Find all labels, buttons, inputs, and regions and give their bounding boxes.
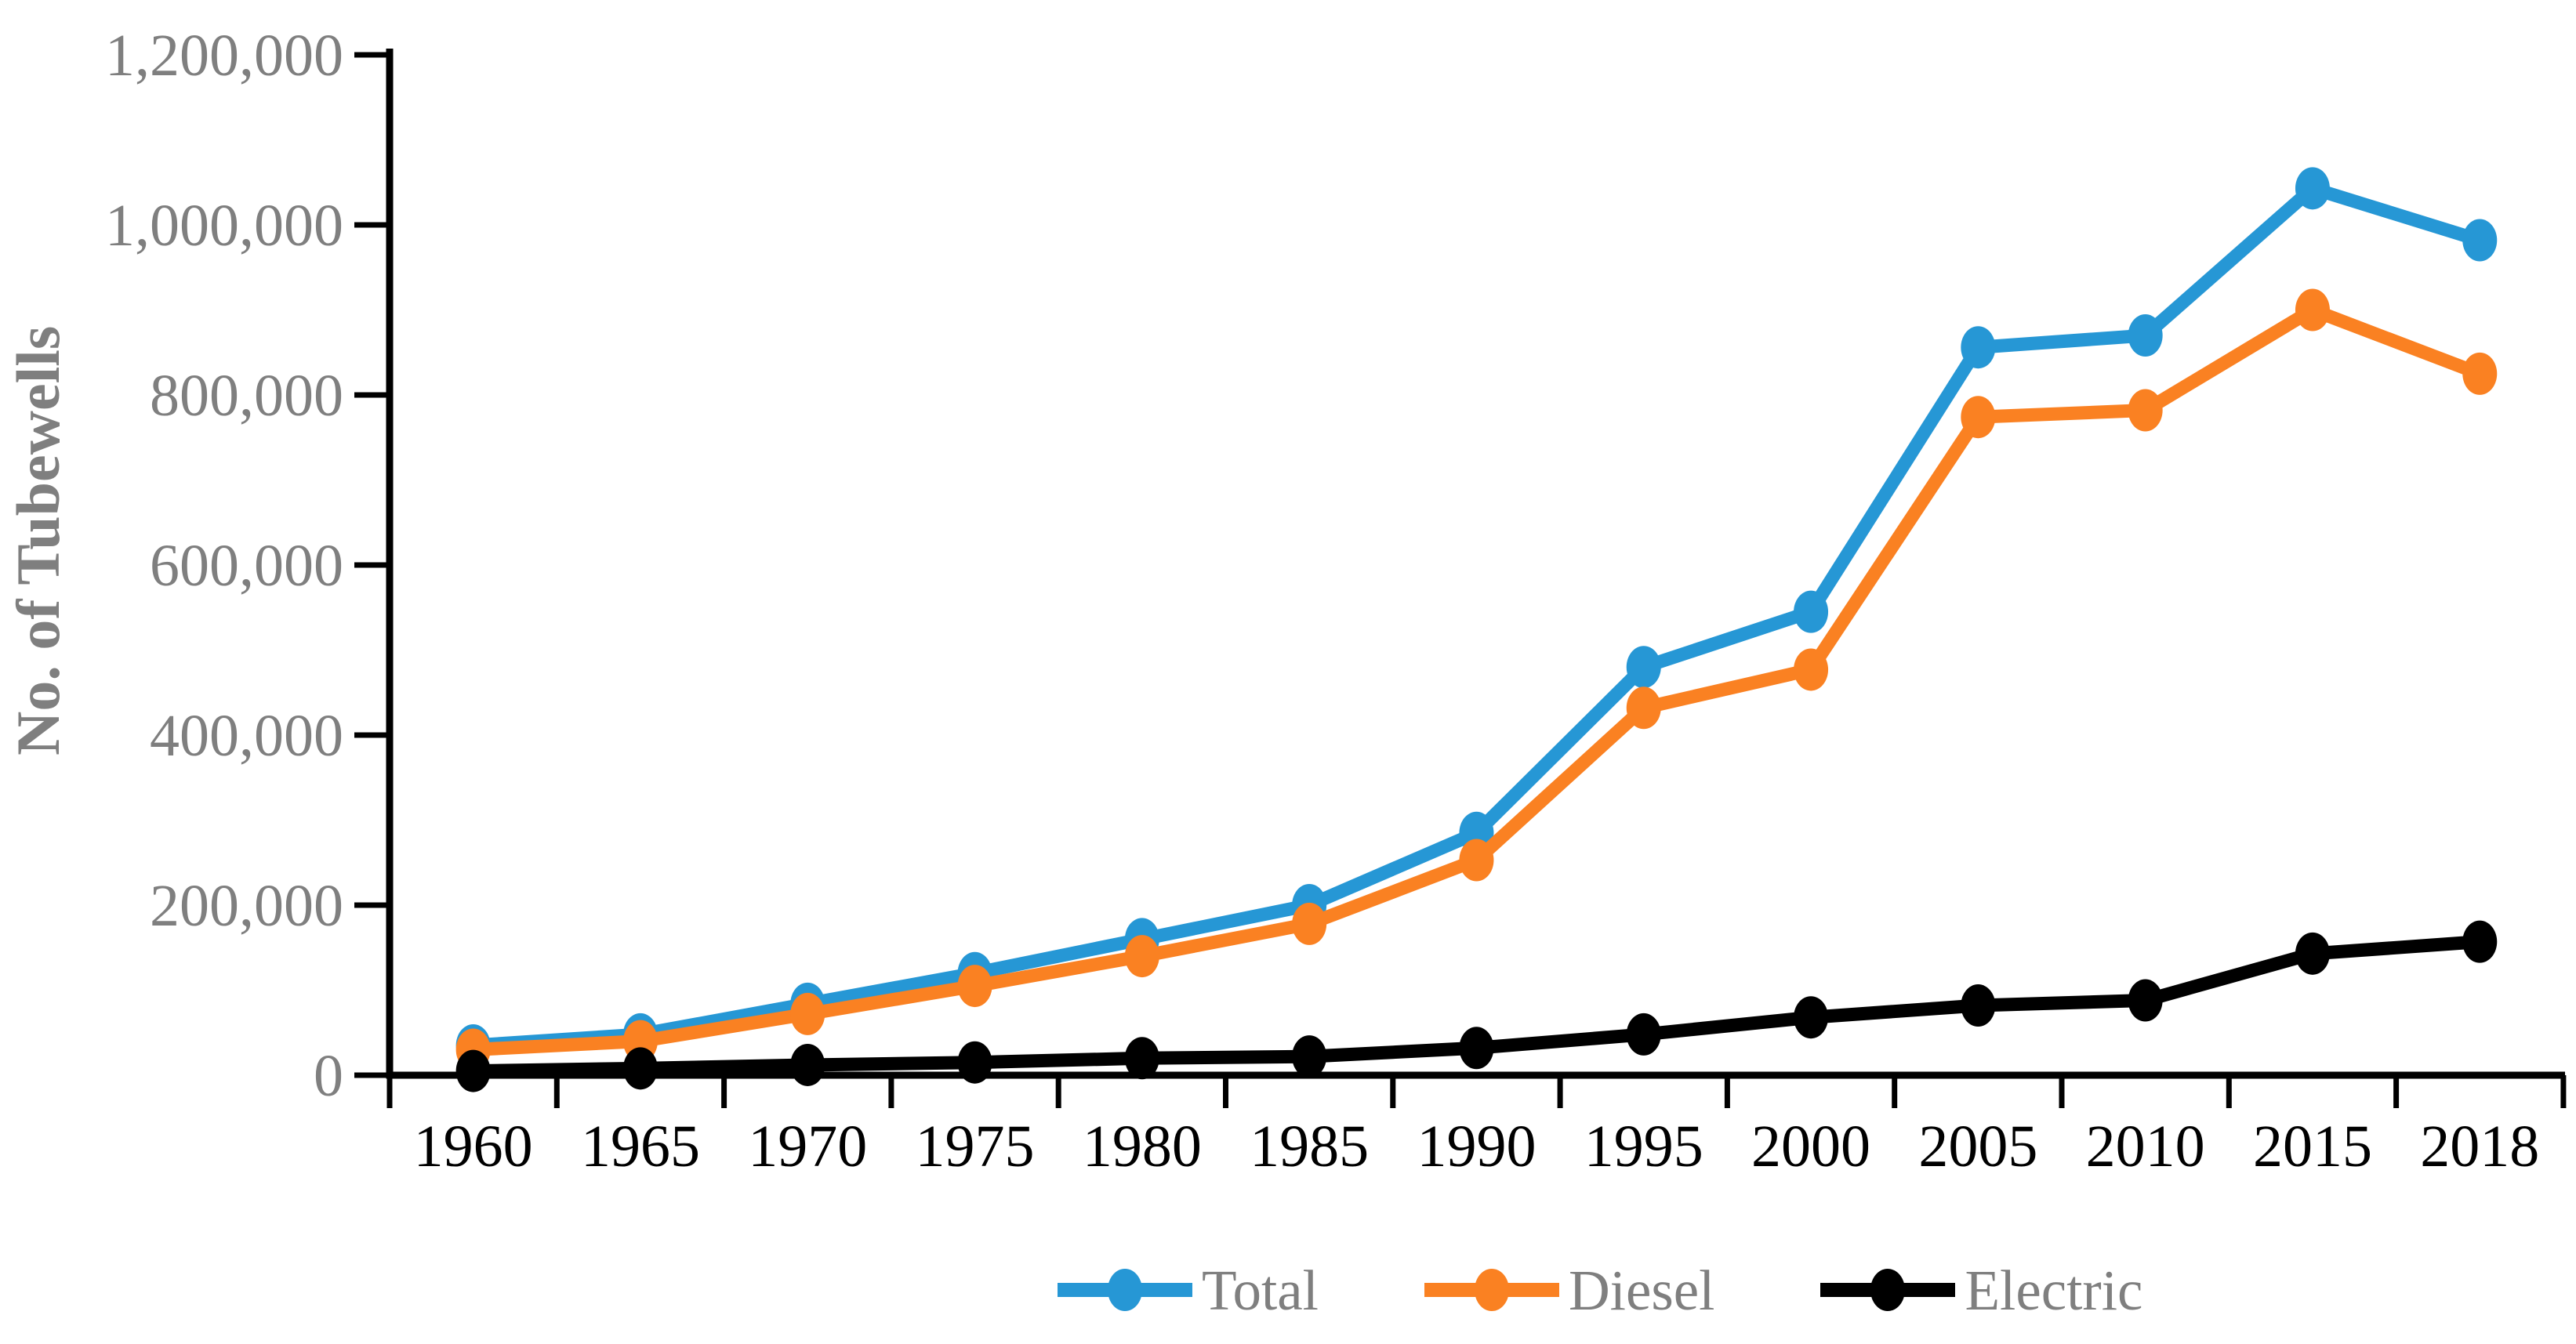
x-axis-ticks xyxy=(386,1075,2567,1108)
marker-electric-2010 xyxy=(2128,979,2163,1022)
series-total xyxy=(455,167,2498,1067)
marker-diesel-2010 xyxy=(2128,389,2163,432)
x-tick-label: 1970 xyxy=(748,1114,867,1179)
legend-marker-total-icon xyxy=(1058,1269,1192,1311)
marker-electric-1985 xyxy=(1292,1035,1327,1078)
x-tick-label: 1995 xyxy=(1584,1114,1703,1179)
legend-marker-electric-icon xyxy=(1820,1269,1956,1311)
legend-label-electric: Electric xyxy=(1965,1258,2143,1322)
x-tick-label: 1965 xyxy=(581,1114,700,1179)
x-tick-label: 2010 xyxy=(2086,1114,2205,1179)
marker-diesel-1995 xyxy=(1626,686,1661,730)
marker-electric-2005 xyxy=(1961,984,1996,1027)
x-tick-label: 1960 xyxy=(414,1114,533,1179)
marker-electric-1970 xyxy=(790,1043,825,1086)
marker-diesel-2000 xyxy=(1794,648,1829,691)
marker-diesel-1990 xyxy=(1459,839,1494,882)
x-tick-label: 2005 xyxy=(1918,1114,2037,1179)
marker-total-2005 xyxy=(1961,326,1996,369)
marker-diesel-1975 xyxy=(957,965,992,1008)
marker-diesel-1970 xyxy=(790,992,825,1035)
x-axis-labels: 1960 1965 1970 1975 1980 1985 1990 1995 2000 2005… xyxy=(414,1114,2540,1179)
legend-item-total: Total xyxy=(1058,1259,1319,1321)
y-tick-label: 600,000 xyxy=(150,533,343,599)
marker-electric-1990 xyxy=(1459,1027,1494,1070)
legend-marker-diesel-icon xyxy=(1424,1269,1559,1311)
legend-item-electric: Electric xyxy=(1820,1259,2142,1321)
legend-item-diesel: Diesel xyxy=(1424,1258,1715,1322)
marker-total-2000 xyxy=(1794,590,1829,633)
marker-electric-1975 xyxy=(957,1041,992,1084)
x-tick-label: 1985 xyxy=(1250,1114,1369,1179)
marker-electric-1960 xyxy=(455,1049,491,1092)
y-tick-label: 200,000 xyxy=(150,873,343,939)
marker-diesel-2015 xyxy=(2295,288,2330,331)
marker-electric-2018 xyxy=(2462,920,2498,963)
legend: Total Diesel Electric xyxy=(1058,1252,2142,1328)
marker-diesel-2005 xyxy=(1961,396,1996,439)
x-tick-label: 2015 xyxy=(2253,1114,2372,1179)
x-tick-label: 2018 xyxy=(2420,1114,2539,1179)
marker-diesel-1980 xyxy=(1124,935,1159,978)
marker-electric-1965 xyxy=(622,1047,658,1090)
x-tick-label: 2000 xyxy=(1751,1114,1870,1179)
marker-electric-1995 xyxy=(1626,1013,1661,1056)
y-tick-label: 1,000,000 xyxy=(105,193,343,259)
y-axis-ticks: 0 200,000 400,000 600,000 800,000 1,000,000 1,… xyxy=(105,23,390,1109)
marker-electric-2015 xyxy=(2295,932,2330,975)
y-tick-label: 800,000 xyxy=(150,363,343,429)
marker-total-1995 xyxy=(1626,646,1661,689)
y-tick-label: 0 xyxy=(314,1043,343,1109)
y-tick-label: 400,000 xyxy=(150,703,343,769)
marker-total-2010 xyxy=(2128,314,2163,357)
marker-total-2018 xyxy=(2462,219,2498,262)
legend-label-total: Total xyxy=(1202,1258,1319,1322)
x-tick-label: 1990 xyxy=(1417,1114,1536,1179)
marker-electric-1980 xyxy=(1124,1037,1159,1080)
marker-diesel-1985 xyxy=(1292,902,1327,945)
axes xyxy=(386,49,2565,1079)
x-tick-label: 1975 xyxy=(916,1114,1035,1179)
series-line-diesel xyxy=(466,303,2487,1056)
series-electric xyxy=(455,920,2498,1092)
series-diesel xyxy=(455,288,2498,1071)
series-line-total xyxy=(466,181,2487,1052)
legend-label-diesel: Diesel xyxy=(1568,1258,1715,1322)
y-tick-label: 1,200,000 xyxy=(105,23,343,89)
x-tick-label: 1980 xyxy=(1083,1114,1202,1179)
marker-electric-2000 xyxy=(1794,996,1829,1039)
marker-total-2015 xyxy=(2295,167,2330,210)
marker-diesel-2018 xyxy=(2462,352,2498,395)
